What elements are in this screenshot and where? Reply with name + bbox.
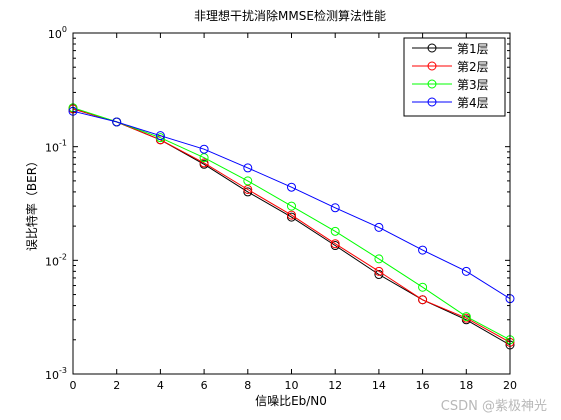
x-tick-label: 6 bbox=[201, 379, 208, 392]
series-layer bbox=[68, 103, 515, 350]
y-tick-base: 10 bbox=[48, 28, 62, 41]
legend-marker bbox=[427, 61, 437, 71]
y-tick-exponent: 0 bbox=[62, 25, 67, 34]
data-point bbox=[374, 266, 384, 276]
y-tick-base: 10 bbox=[45, 255, 59, 268]
y-tick-exponent: -3 bbox=[59, 366, 67, 375]
data-point bbox=[374, 270, 384, 280]
data-point bbox=[374, 222, 384, 232]
legend-box bbox=[403, 37, 506, 117]
data-point bbox=[330, 226, 340, 236]
data-point bbox=[287, 201, 296, 211]
x-tick-label: 12 bbox=[328, 379, 342, 392]
data-point bbox=[287, 210, 296, 220]
data-point bbox=[418, 282, 428, 292]
legend-marker bbox=[427, 79, 437, 89]
x-axis-label: 信噪比Eb/N0 bbox=[255, 394, 327, 408]
y-tick-exponent: -1 bbox=[59, 139, 67, 148]
legend-label: 第4层 bbox=[457, 96, 489, 110]
watermark: CSDN @紫极神光 bbox=[440, 399, 547, 414]
y-tick-base: 10 bbox=[45, 142, 59, 155]
data-point bbox=[243, 176, 253, 186]
legend-item: 第3层 bbox=[412, 78, 489, 92]
data-point bbox=[374, 254, 384, 264]
x-tick-label: 8 bbox=[244, 379, 251, 392]
data-point bbox=[461, 266, 471, 276]
data-point bbox=[243, 163, 253, 173]
data-point bbox=[155, 131, 165, 141]
data-point bbox=[112, 117, 122, 127]
data-point bbox=[418, 295, 428, 305]
legend-item: 第1层 bbox=[412, 42, 489, 56]
data-point bbox=[199, 144, 209, 154]
plot-frame bbox=[72, 32, 511, 375]
y-tick-label: 10-2 bbox=[45, 252, 67, 268]
series-line bbox=[72, 107, 511, 341]
data-point bbox=[330, 203, 340, 213]
legend-label: 第1层 bbox=[457, 42, 489, 56]
data-point bbox=[418, 245, 428, 255]
y-tick-exponent: -2 bbox=[59, 252, 67, 261]
x-tick-label: 16 bbox=[416, 379, 430, 392]
series-line bbox=[72, 108, 511, 343]
x-tick-label: 10 bbox=[285, 379, 299, 392]
x-tick-label: 0 bbox=[70, 379, 77, 392]
chart-title: 非理想干扰消除MMSE检测算法性能 bbox=[194, 8, 386, 23]
data-point bbox=[461, 312, 471, 322]
legend-item: 第2层 bbox=[412, 60, 489, 74]
y-axis-label: 误比特率（BER） bbox=[24, 155, 39, 251]
data-point bbox=[330, 239, 340, 249]
data-point bbox=[243, 184, 253, 194]
legend-marker bbox=[427, 97, 437, 107]
y-tick-base: 10 bbox=[45, 369, 59, 382]
legend-marker bbox=[427, 43, 437, 53]
x-tick-label: 18 bbox=[459, 379, 473, 392]
legend-label: 第2层 bbox=[457, 60, 489, 74]
data-point bbox=[287, 182, 296, 192]
series-line bbox=[72, 110, 511, 300]
x-tick-label: 4 bbox=[157, 379, 164, 392]
y-tick-label: 10-1 bbox=[45, 139, 67, 155]
legend-item: 第4层 bbox=[412, 96, 489, 110]
y-tick-label: 10-3 bbox=[45, 366, 67, 382]
legend-label: 第3层 bbox=[457, 78, 489, 92]
y-tick-label: 100 bbox=[48, 25, 67, 41]
x-tick-label: 14 bbox=[372, 379, 386, 392]
x-tick-label: 20 bbox=[503, 379, 517, 392]
data-point bbox=[199, 158, 209, 168]
x-tick-label: 2 bbox=[113, 379, 120, 392]
